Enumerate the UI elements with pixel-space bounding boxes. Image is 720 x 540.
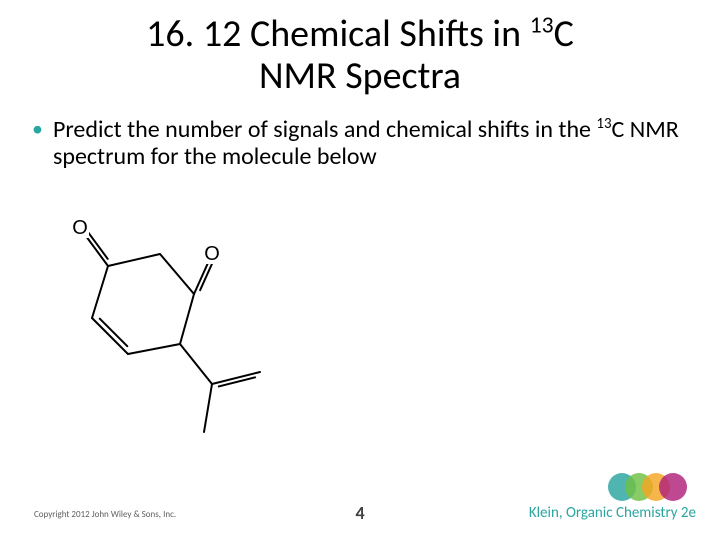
slide-title: 16. 12 Chemical Shifts in 13C NMR Spectr… bbox=[0, 0, 720, 98]
bullet-item: • Predict the number of signals and chem… bbox=[0, 116, 720, 171]
footer: Copyright 2012 John Wiley & Sons, Inc. 4… bbox=[0, 498, 720, 528]
book-reference: Klein, Organic Chemistry 2e bbox=[529, 504, 696, 522]
svg-text:O: O bbox=[204, 243, 220, 265]
title-iso-sup: 13 bbox=[530, 11, 554, 39]
title-line2: NMR Spectra bbox=[0, 56, 720, 98]
bullet-iso-sup: 13 bbox=[596, 114, 611, 132]
page-number: 4 bbox=[355, 502, 364, 524]
bullet-text-before: Predict the number of signals and chemic… bbox=[53, 115, 596, 144]
svg-text:O: O bbox=[72, 217, 88, 239]
bullet-marker: • bbox=[32, 116, 43, 142]
title-iso-base: C bbox=[554, 11, 574, 57]
bullet-text: Predict the number of signals and chemic… bbox=[53, 116, 692, 171]
bullet-iso-base: C bbox=[612, 115, 625, 144]
molecule-svg: OO bbox=[36, 216, 276, 456]
copyright-text: Copyright 2012 John Wiley & Sons, Inc. bbox=[34, 509, 176, 520]
molecule-figure: OO bbox=[36, 216, 246, 456]
title-prefix: 16. 12 Chemical Shifts in bbox=[146, 11, 530, 57]
